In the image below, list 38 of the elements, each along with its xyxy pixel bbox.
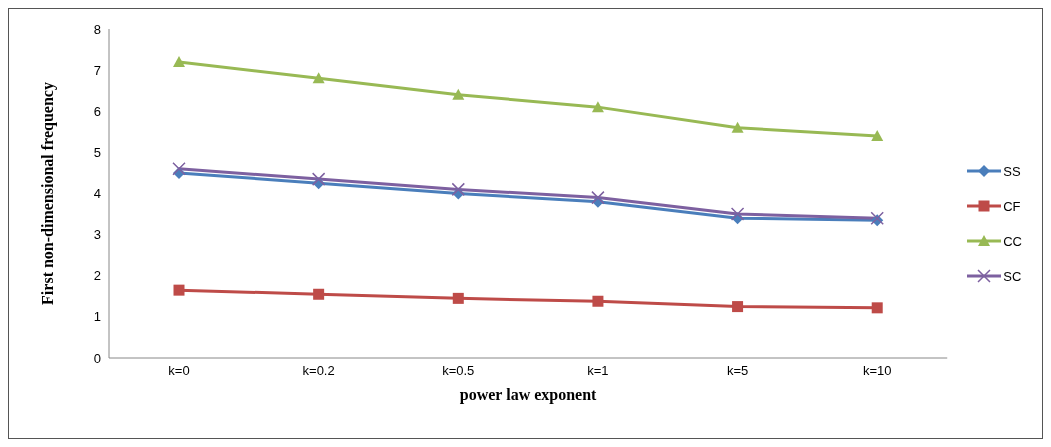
- point: [173, 55, 185, 67]
- y-tick-label: 4: [93, 186, 101, 202]
- x-tick-label: k=0.2: [302, 363, 335, 379]
- point: [871, 302, 883, 314]
- y-tick-label: 3: [93, 227, 101, 243]
- legend-label: SS: [1003, 163, 1021, 179]
- y-tick-label: 6: [93, 103, 101, 119]
- point: [312, 72, 325, 84]
- x-tick-label: k=1: [587, 363, 609, 379]
- point: [592, 295, 604, 307]
- y-tick-label: 0: [93, 350, 101, 366]
- x-tick-label: k=0: [168, 363, 190, 379]
- point: [311, 172, 326, 186]
- y-tick-label: 1: [93, 309, 101, 325]
- legend-label: SC: [1003, 268, 1022, 284]
- point: [173, 284, 185, 296]
- point: [172, 162, 186, 176]
- point: [313, 288, 325, 300]
- point: [452, 292, 464, 304]
- point: [730, 207, 745, 221]
- legend-label: CC: [1003, 233, 1022, 249]
- y-tick-label: 2: [93, 268, 101, 284]
- legend-label: CF: [1003, 198, 1021, 214]
- x-tick-label: k=10: [862, 363, 892, 379]
- x-axis-title: power law exponent: [459, 386, 598, 404]
- x-tick-label: k=0.5: [442, 363, 475, 379]
- x-tick-label: k=5: [726, 363, 749, 379]
- y-axis-title: First non-dimensional frequency: [38, 82, 57, 305]
- point: [591, 101, 604, 113]
- point: [452, 88, 465, 100]
- point: [451, 182, 466, 197]
- point: [871, 129, 884, 141]
- point: [731, 121, 744, 133]
- point: [591, 190, 605, 205]
- point: [732, 301, 744, 313]
- y-tick-label: 8: [93, 21, 101, 37]
- y-tick-label: 5: [93, 144, 101, 160]
- y-tick-label: 7: [93, 62, 101, 78]
